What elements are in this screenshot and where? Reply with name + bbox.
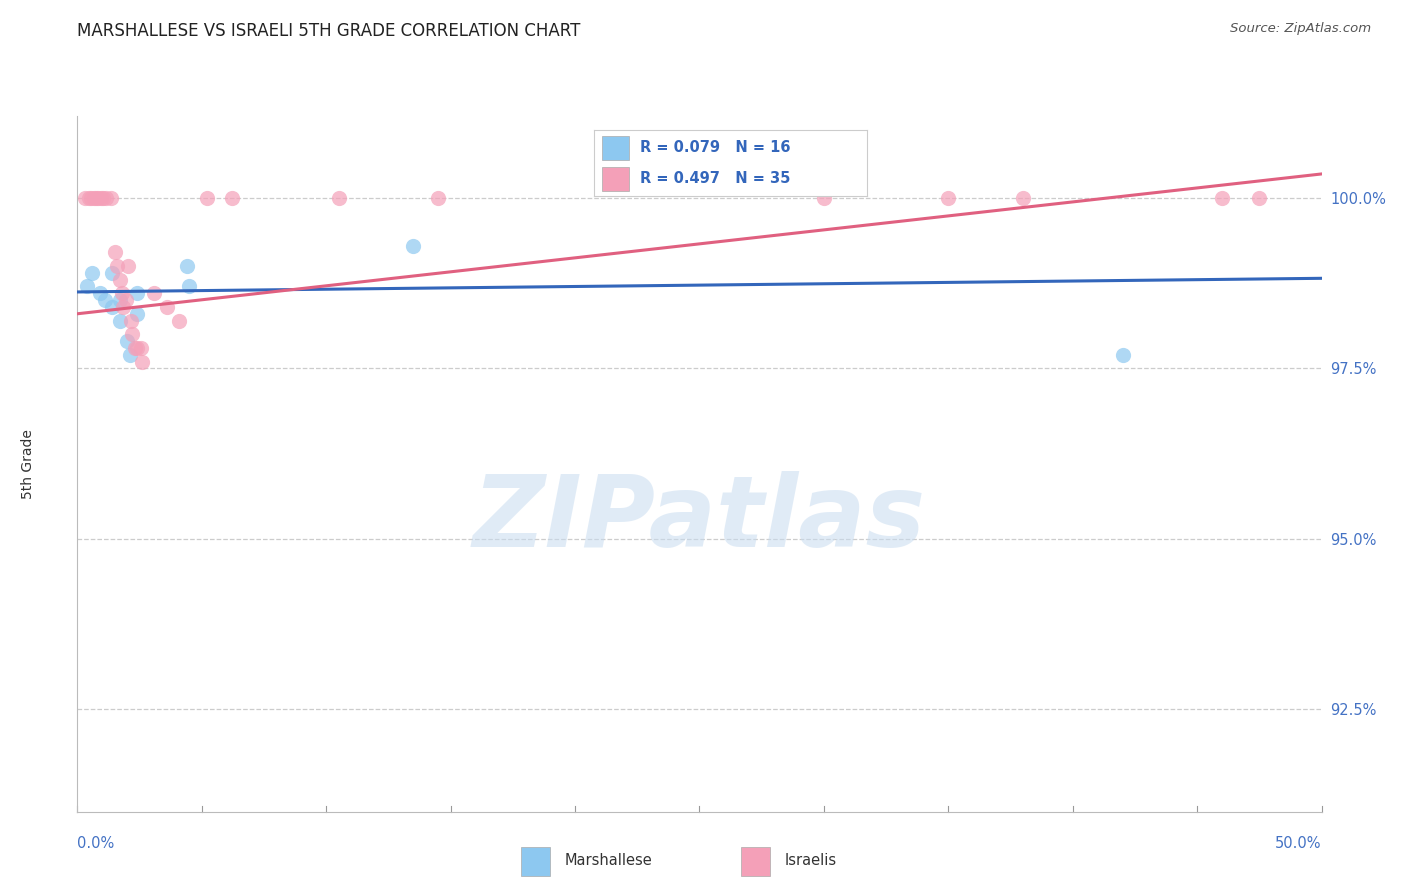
Point xyxy=(115,293,138,307)
Point xyxy=(129,341,152,355)
Point xyxy=(125,286,148,301)
Point xyxy=(93,293,115,307)
Point xyxy=(84,191,107,205)
Point xyxy=(108,313,131,327)
Point xyxy=(938,191,960,205)
Point xyxy=(82,266,104,280)
Point xyxy=(221,191,243,205)
Point xyxy=(125,341,148,355)
Point xyxy=(402,238,425,252)
Point xyxy=(104,245,127,260)
Point xyxy=(87,191,110,205)
Point xyxy=(73,191,96,205)
Point xyxy=(90,191,112,205)
Point xyxy=(176,259,198,273)
Point xyxy=(112,300,135,314)
Bar xyxy=(741,847,770,876)
Point xyxy=(328,191,350,205)
Text: Israelis: Israelis xyxy=(785,854,837,868)
Point xyxy=(76,279,98,293)
Bar xyxy=(522,847,550,876)
Text: 0.0%: 0.0% xyxy=(77,836,114,851)
Point xyxy=(108,293,131,307)
Point xyxy=(124,341,146,355)
Point xyxy=(121,327,143,342)
Point xyxy=(813,191,835,205)
Point xyxy=(156,300,179,314)
Point xyxy=(131,354,153,368)
Point xyxy=(120,313,142,327)
Text: Marshallese: Marshallese xyxy=(564,854,652,868)
Point xyxy=(100,191,122,205)
Text: ZIPatlas: ZIPatlas xyxy=(472,471,927,568)
Point xyxy=(169,313,191,327)
Point xyxy=(117,259,139,273)
Point xyxy=(1111,348,1133,362)
Point xyxy=(115,334,138,348)
Point xyxy=(427,191,450,205)
Text: Source: ZipAtlas.com: Source: ZipAtlas.com xyxy=(1230,22,1371,36)
Point xyxy=(111,286,134,301)
Point xyxy=(179,279,201,293)
Point xyxy=(118,348,141,362)
Point xyxy=(1249,191,1271,205)
Text: 50.0%: 50.0% xyxy=(1275,836,1322,851)
Point xyxy=(101,300,124,314)
Point xyxy=(143,286,166,301)
Point xyxy=(195,191,218,205)
Point xyxy=(1211,191,1233,205)
Point xyxy=(83,191,105,205)
Text: 5th Grade: 5th Grade xyxy=(21,429,35,499)
Point xyxy=(89,286,111,301)
Point xyxy=(101,266,124,280)
Point xyxy=(108,273,131,287)
Point xyxy=(80,191,103,205)
Text: MARSHALLESE VS ISRAELI 5TH GRADE CORRELATION CHART: MARSHALLESE VS ISRAELI 5TH GRADE CORRELA… xyxy=(77,22,581,40)
Point xyxy=(1012,191,1035,205)
Point xyxy=(125,307,148,321)
Point xyxy=(93,191,115,205)
Point xyxy=(77,191,100,205)
Point xyxy=(105,259,128,273)
Point xyxy=(94,191,117,205)
